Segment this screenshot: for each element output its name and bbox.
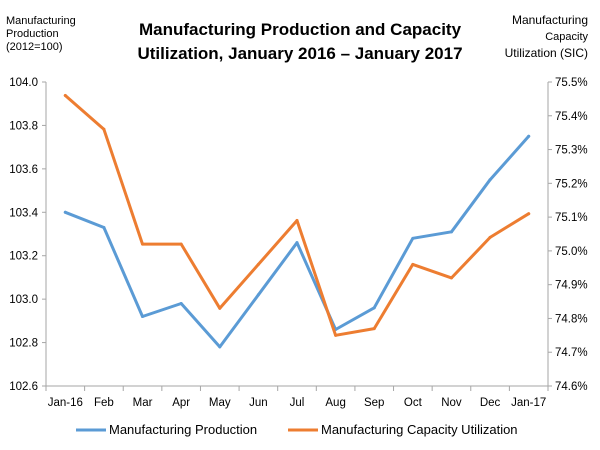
right-tick-labels: 74.6% 74.7% 74.8% 74.9% 75.0% 75.1% 75.2% 75.3%… (548, 77, 588, 393)
x-tick-label: Jun (249, 397, 268, 409)
data-point (63, 94, 67, 98)
right-tick-label: 74.6% (555, 381, 588, 393)
x-tick-label: May (209, 397, 231, 409)
x-tick-label: Aug (325, 397, 345, 409)
x-tick-label: Jan-17 (511, 397, 546, 409)
left-axis-title-line-3: (2012=100) (6, 41, 63, 53)
data-point (527, 134, 531, 138)
data-point (179, 301, 183, 305)
right-tick-label: 75.1% (555, 212, 588, 224)
data-point (218, 345, 222, 349)
right-tick-label: 75.4% (555, 111, 588, 123)
right-axis-title-line-2: Capacity (545, 31, 588, 43)
right-tick-label: 75.5% (555, 77, 588, 89)
left-tick-labels: 102.6 102.8 103.0 103.2 103.4 103.6 103.8 104.0 (9, 77, 46, 393)
series-lines (63, 94, 531, 349)
data-point (334, 333, 338, 337)
data-point (372, 306, 376, 310)
data-point (63, 210, 67, 214)
left-tick-label: 104.0 (9, 77, 38, 89)
chart-title-line-1: Manufacturing Production and Capacity (139, 20, 462, 39)
right-tick-label: 75.0% (555, 246, 588, 258)
left-tick-label: 103.4 (9, 207, 38, 219)
data-point (295, 241, 299, 245)
data-point (102, 225, 106, 229)
data-point (488, 178, 492, 182)
left-tick-label: 103.8 (9, 120, 38, 132)
x-tick-label: Nov (441, 397, 462, 409)
right-tick-label: 74.9% (555, 280, 588, 292)
data-point (141, 315, 145, 319)
x-tick-label: Oct (404, 397, 423, 409)
legend-label-manufacturing-production: Manufacturing Production (109, 422, 257, 437)
right-tick-label: 74.8% (555, 313, 588, 325)
left-tick-label: 103.2 (9, 251, 38, 263)
data-point (488, 235, 492, 239)
x-tick-label: Sep (364, 397, 384, 409)
right-axis-title-line-3: Utilization (SIC) (505, 46, 588, 60)
x-tick-label: Jul (290, 397, 305, 409)
right-tick-label: 75.2% (555, 178, 588, 190)
data-point (527, 212, 531, 216)
data-point (411, 262, 415, 266)
data-point (256, 293, 260, 297)
data-point (141, 242, 145, 246)
x-tick-label: Mar (133, 397, 153, 409)
x-tick-label: Jan-16 (48, 397, 83, 409)
data-point (449, 276, 453, 280)
x-tick-label: Apr (172, 397, 190, 409)
data-point (295, 218, 299, 222)
left-tick-label: 102.6 (9, 381, 38, 393)
data-point (411, 236, 415, 240)
x-tick-label: Dec (480, 397, 501, 409)
data-point (449, 230, 453, 234)
right-axis-title-line-1: Manufacturing (512, 13, 588, 27)
data-point (102, 127, 106, 131)
left-axis-title-line-2: Production (6, 28, 59, 40)
chart-title-line-2: Utilization, January 2016 – January 2017 (137, 44, 462, 63)
data-point (256, 262, 260, 266)
x-tick-label: Feb (94, 397, 114, 409)
data-point (372, 327, 376, 331)
legend-label-capacity-utilization: Manufacturing Capacity Utilization (321, 422, 518, 437)
data-point (179, 242, 183, 246)
legend: Manufacturing Production Manufacturing C… (76, 422, 518, 437)
data-point (218, 306, 222, 310)
left-tick-label: 102.8 (9, 338, 38, 350)
left-tick-label: 103.0 (9, 294, 38, 306)
x-tick-labels: Jan-16 Feb Mar Apr May Jun Jul Aug Sep Oct Nov Dec J… (45, 386, 549, 409)
left-tick-label: 103.6 (9, 164, 38, 176)
right-tick-label: 74.7% (555, 347, 588, 359)
left-axis-title-line-1: Manufacturing (6, 15, 76, 27)
right-tick-label: 75.3% (555, 145, 588, 157)
